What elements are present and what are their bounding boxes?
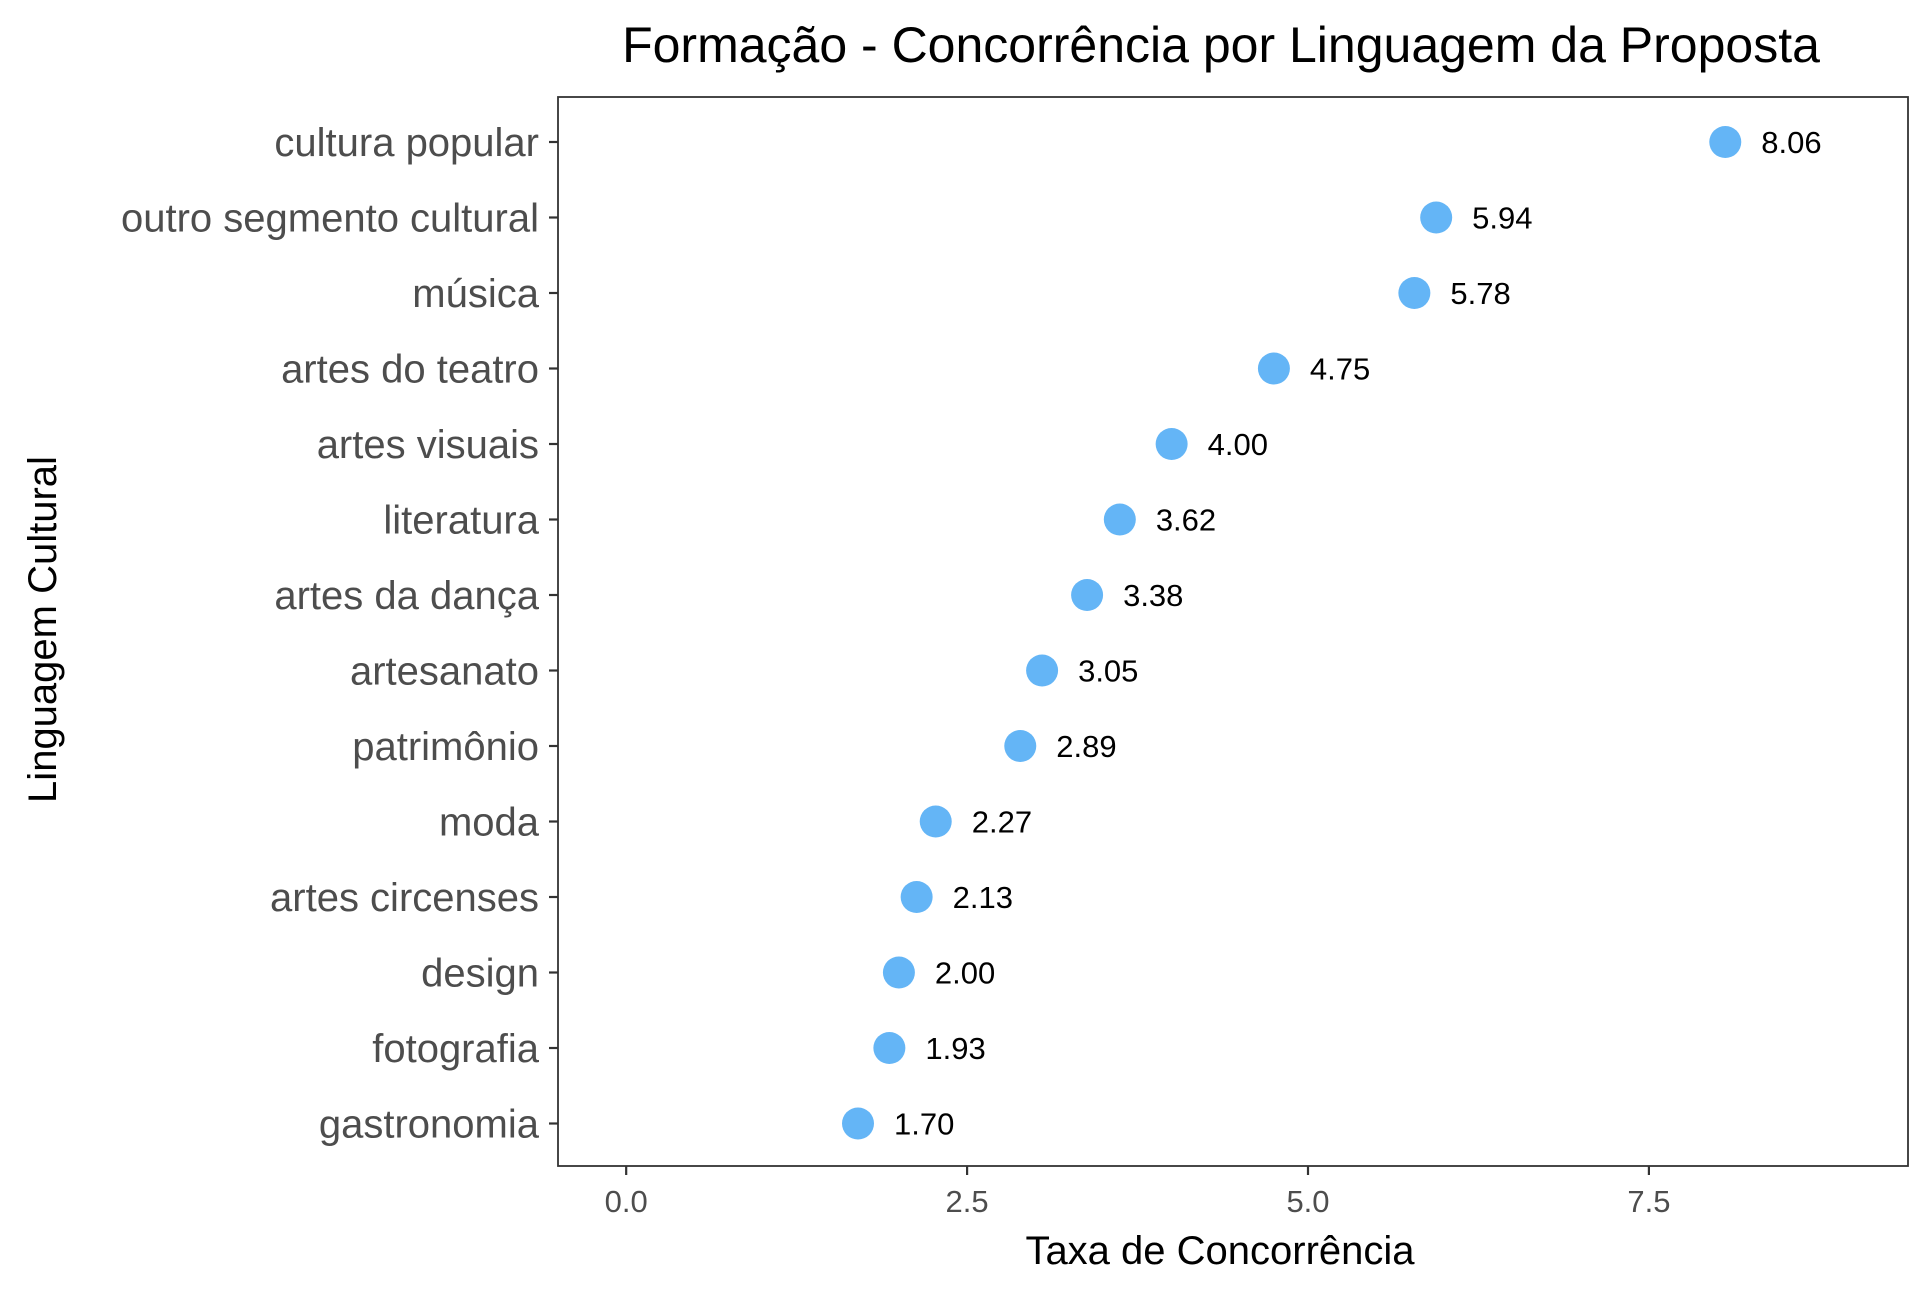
data-point	[1004, 730, 1037, 762]
data-point	[1420, 201, 1453, 234]
y-tick-label: cultura popular	[274, 121, 539, 165]
chart-title: Formação - Concorrência por Linguagem da…	[622, 17, 1820, 73]
data-label: 4.00	[1208, 427, 1268, 462]
x-axis-title: Taxa de Concorrência	[1025, 1229, 1415, 1273]
data-label: 2.27	[972, 805, 1032, 840]
y-tick-label: gastronomia	[319, 1103, 540, 1147]
data-point	[900, 881, 933, 913]
y-tick-label: design	[421, 952, 539, 996]
data-label: 2.89	[1056, 729, 1116, 764]
y-tick-label: música	[412, 272, 539, 316]
data-point	[1155, 428, 1188, 460]
y-tick-label: moda	[439, 801, 540, 845]
x-tick-label: 0.0	[605, 1184, 648, 1219]
y-tick-label: artes do teatro	[281, 348, 539, 392]
data-label: 5.94	[1472, 201, 1532, 236]
y-tick-label: artesanato	[350, 650, 539, 694]
data-point	[1071, 579, 1104, 611]
y-tick-label: artes visuais	[317, 423, 539, 467]
data-point	[1398, 277, 1431, 309]
data-label: 2.13	[953, 880, 1013, 915]
data-label: 3.38	[1123, 578, 1183, 613]
y-tick-label: outro segmento cultural	[121, 197, 539, 241]
data-point	[873, 1032, 906, 1064]
data-label: 1.70	[894, 1107, 954, 1142]
data-label: 5.78	[1450, 276, 1510, 311]
data-point	[1709, 126, 1742, 158]
x-tick-label: 7.5	[1627, 1184, 1670, 1219]
data-point	[1103, 503, 1136, 536]
data-label: 2.00	[935, 956, 995, 991]
y-axis-title: Linguagem Cultural	[21, 456, 65, 803]
y-tick-label: fotografia	[372, 1027, 540, 1071]
y-tick-label: literatura	[383, 499, 539, 543]
x-tick-label: 2.5	[946, 1184, 989, 1219]
plot-area: cultura popular outro segmento cultural mú…	[121, 96, 1909, 1219]
data-label: 3.62	[1156, 503, 1216, 538]
data-label: 3.05	[1078, 654, 1138, 689]
x-tick-label: 5.0	[1286, 1184, 1329, 1219]
data-point	[1026, 654, 1059, 687]
data-label: 1.93	[925, 1031, 985, 1066]
data-point	[919, 805, 952, 838]
y-tick-label: artes da dança	[274, 574, 539, 618]
data-point	[882, 956, 915, 989]
panel-border	[557, 96, 1909, 1167]
data-point	[842, 1107, 874, 1140]
data-label: 4.75	[1310, 352, 1370, 387]
y-tick-label: artes circenses	[270, 876, 539, 920]
data-label: 8.06	[1761, 125, 1821, 160]
data-point	[1257, 352, 1290, 385]
y-tick-label: patrimônio	[352, 725, 539, 769]
